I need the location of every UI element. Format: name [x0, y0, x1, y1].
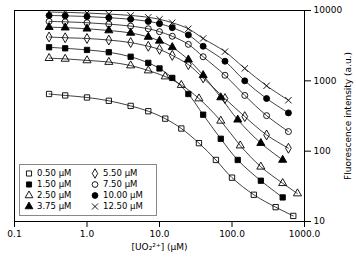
svg-text:100.0: 100.0 [219, 229, 245, 239]
svg-text:100: 100 [314, 146, 331, 156]
svg-text:Fluorescence intensity (a.u.): Fluorescence intensity (a.u.) [343, 52, 353, 180]
svg-text:10.00 μM: 10.00 μM [103, 190, 143, 200]
svg-text:7.50 μM: 7.50 μM [103, 179, 137, 189]
svg-text:1000.0: 1000.0 [289, 229, 321, 239]
svg-text:1000: 1000 [314, 76, 337, 86]
svg-text:1.0: 1.0 [80, 229, 95, 239]
svg-text:10.0: 10.0 [149, 229, 169, 239]
svg-text:10000: 10000 [314, 5, 343, 15]
svg-text:12.50 μM: 12.50 μM [103, 201, 143, 211]
svg-text:0.1: 0.1 [7, 229, 21, 239]
svg-text:[UO₂²⁺] (μM): [UO₂²⁺] (μM) [131, 242, 187, 252]
svg-text:10: 10 [314, 216, 326, 226]
svg-text:0.50 μM: 0.50 μM [37, 168, 71, 178]
svg-text:3.75 μM: 3.75 μM [37, 201, 71, 211]
svg-text:5.50 μM: 5.50 μM [103, 168, 137, 178]
svg-text:2.50 μM: 2.50 μM [37, 190, 71, 200]
svg-text:1.50 μM: 1.50 μM [37, 179, 71, 189]
